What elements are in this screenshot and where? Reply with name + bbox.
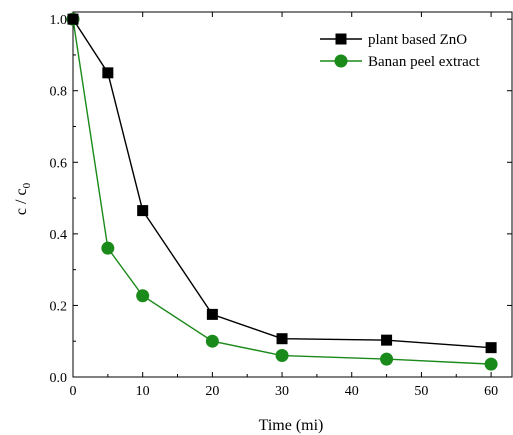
plot-border bbox=[72, 11, 513, 378]
y-axis-label-base: c / c bbox=[13, 188, 30, 215]
axis-ticks: 0 10 20 30 40 50 60 0.0 0.2 0.4 0.6 0.8 1.0 bbox=[50, 12, 512, 399]
data-point-square bbox=[102, 67, 114, 79]
legend-label: Banan peel extract bbox=[368, 54, 480, 70]
x-tick-label: 40 bbox=[345, 384, 359, 399]
y-axis-label-subscript: 0 bbox=[21, 182, 33, 188]
data-point-square bbox=[137, 205, 149, 217]
data-point-square bbox=[485, 342, 497, 354]
x-axis-label: Time (mi) bbox=[259, 417, 324, 434]
y-tick-label: 0.6 bbox=[50, 156, 68, 171]
data-point-square bbox=[206, 308, 218, 320]
data-point-circle bbox=[136, 289, 150, 303]
x-tick-label: 60 bbox=[484, 384, 498, 399]
x-tick-label: 30 bbox=[275, 384, 289, 399]
y-tick-label: 0.2 bbox=[50, 299, 68, 314]
data-point-square bbox=[67, 13, 79, 25]
data-point-square bbox=[381, 334, 393, 346]
data-point-circle bbox=[205, 334, 219, 348]
series-layer bbox=[66, 12, 498, 371]
x-tick-label: 20 bbox=[205, 384, 219, 399]
data-point-circle bbox=[275, 349, 289, 363]
y-tick-label: 1.0 bbox=[50, 13, 68, 28]
x-tick-label: 50 bbox=[414, 384, 428, 399]
x-tick-label: 10 bbox=[136, 384, 150, 399]
legend-marker-circle bbox=[334, 54, 348, 68]
data-point-circle bbox=[380, 352, 394, 366]
plot-frame bbox=[72, 11, 513, 378]
y-tick-label: 0.0 bbox=[50, 371, 68, 386]
data-point-square bbox=[276, 333, 288, 345]
series-line-2 bbox=[72, 19, 492, 365]
data-point-circle bbox=[484, 357, 498, 371]
data-point-circle bbox=[101, 241, 115, 255]
legend-label: plant based ZnO bbox=[368, 32, 467, 48]
y-tick-label: 0.8 bbox=[50, 85, 68, 100]
y-tick-label: 0.4 bbox=[50, 228, 68, 243]
legend: plant based ZnO Banan peel extract bbox=[320, 32, 480, 70]
x-tick-label: 0 bbox=[70, 384, 77, 399]
legend-marker-square bbox=[335, 33, 347, 45]
y-axis-label: c / c0 bbox=[13, 182, 33, 215]
